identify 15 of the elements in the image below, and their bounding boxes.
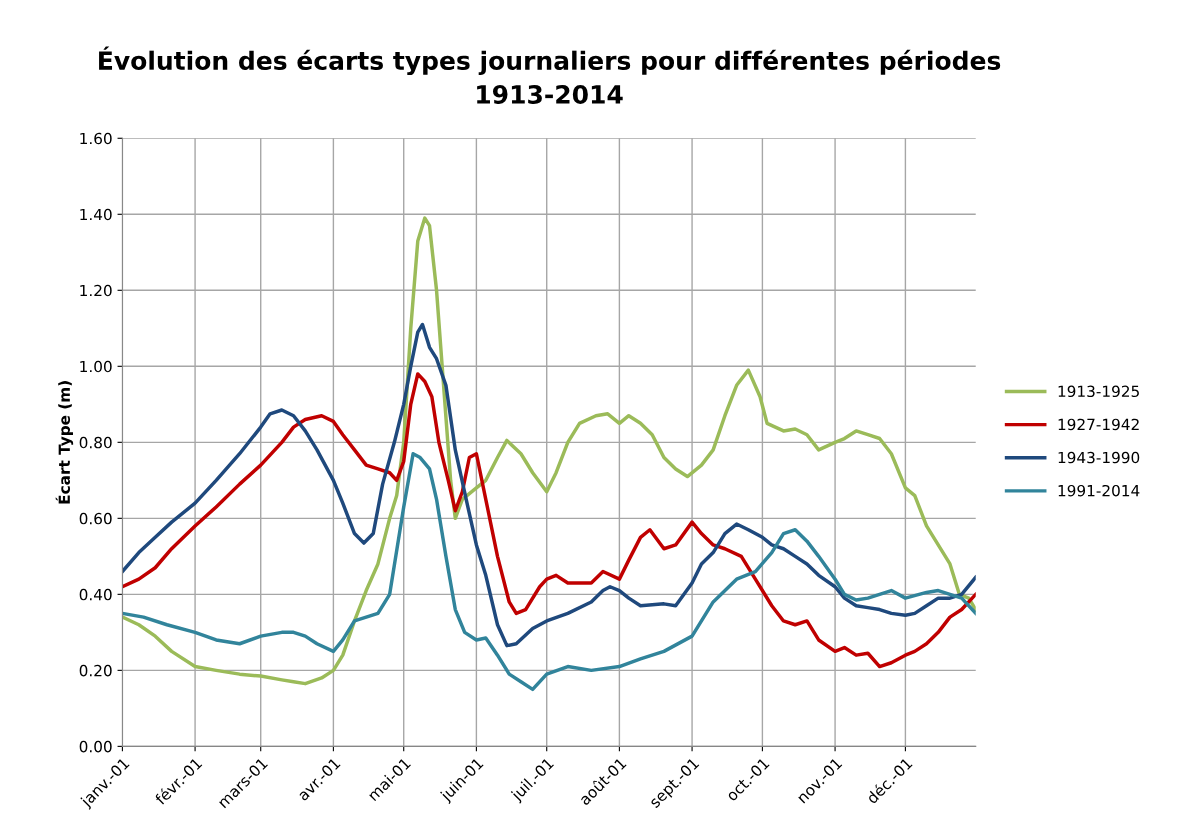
y-tick-label: 0.20 [79,664,112,677]
y-tick-label: 0.40 [79,588,112,601]
y-tick-label: 0.80 [79,436,112,449]
legend-label: 1991-2014 [1058,484,1140,497]
y-tick-label: 1.20 [80,284,112,297]
y-tick-label: 1.00 [80,360,112,373]
chart-title: Évolution des écarts types journaliers pour différentes périodes 1913-2014 [99,46,1001,104]
y-tick-label: 1.40 [80,208,112,221]
y-axis-title: Écart Type (m) [55,381,74,504]
y-tick-label: 0.60 [79,512,112,525]
y-tick-label: 1.60 [80,132,112,145]
legend-label: 1913-1925 [1058,385,1139,398]
y-tick-label: 0.00 [79,740,112,753]
legend-label: 1927-1942 [1058,418,1139,431]
legend-label: 1943-1990 [1058,451,1140,464]
